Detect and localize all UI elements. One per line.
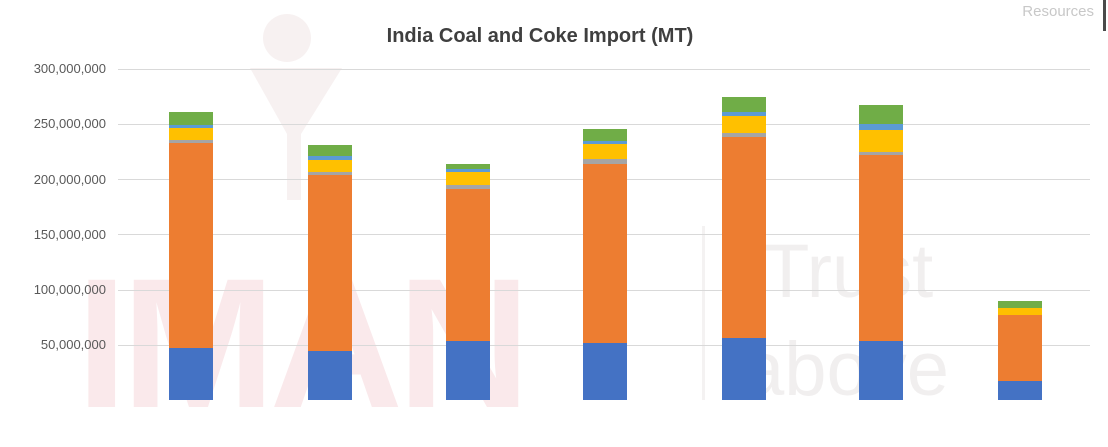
bar-segment-series-1-blue bbox=[859, 341, 903, 400]
bar-segment-series-1-blue bbox=[169, 347, 213, 400]
bar-segment-series-5-light-blue bbox=[722, 111, 766, 116]
bar-segment-series-2-orange bbox=[308, 175, 352, 351]
watermark-tagline-trust: Trust bbox=[763, 229, 934, 314]
bar-segment-series-4-yellow bbox=[169, 127, 213, 141]
stacked-bar-6 bbox=[859, 105, 903, 400]
bar-segment-series-2-orange bbox=[446, 188, 490, 342]
bar-segment-series-2-orange bbox=[169, 143, 213, 348]
bar-segment-series-3-gray bbox=[722, 133, 766, 138]
bar-segment-series-1-blue bbox=[446, 341, 490, 400]
bar-segment-series-3-gray bbox=[169, 140, 213, 144]
gridline bbox=[118, 68, 1090, 70]
bar-segment-series-6-green bbox=[722, 96, 766, 112]
chart-title: India Coal and Coke Import (MT) bbox=[386, 25, 694, 47]
y-axis-tick-label: 100,000,000 bbox=[33, 282, 106, 297]
y-axis-tick-label: 150,000,000 bbox=[33, 226, 106, 242]
bar-segment-series-4-yellow bbox=[722, 115, 766, 134]
bar-segment-series-6-green bbox=[446, 163, 490, 169]
stacked-bar-5 bbox=[722, 96, 766, 400]
bar-segment-series-3-gray bbox=[859, 151, 903, 155]
stacked-bar-1 bbox=[169, 111, 213, 400]
bar-segment-series-4-yellow bbox=[583, 144, 627, 160]
bar-segment-series-5-light-blue bbox=[583, 141, 627, 145]
bar-segment-series-4-yellow bbox=[446, 172, 490, 186]
iman-logo-watermark bbox=[250, 14, 342, 200]
resources-menu-item[interactable]: Resources bbox=[1022, 3, 1094, 20]
bar-segment-series-2-orange bbox=[998, 315, 1042, 382]
bar-segment-series-2-orange bbox=[859, 154, 903, 342]
watermark-tagline-above: above bbox=[742, 327, 950, 412]
plot-area: 300,000,000 250,000,000 200,000,000 150,000… bbox=[33, 61, 1090, 400]
y-axis-tick-label: 200,000,000 bbox=[33, 171, 106, 187]
y-axis-tick-label: 250,000,000 bbox=[33, 116, 106, 132]
bar-segment-series-3-gray bbox=[308, 172, 352, 176]
bar-segment-series-2-orange bbox=[722, 137, 766, 338]
bar-segment-series-6-green bbox=[583, 129, 627, 142]
bar-segment-series-5-light-blue bbox=[169, 124, 213, 128]
watermark-divider-line bbox=[702, 226, 705, 400]
bar-segment-series-6-green bbox=[998, 300, 1042, 308]
bar-segment-series-6-green bbox=[308, 145, 352, 157]
bar-segment-series-5-light-blue bbox=[859, 123, 903, 130]
menu-divider-line bbox=[1103, 0, 1106, 31]
bar-segment-series-3-gray bbox=[446, 185, 490, 189]
bar-segment-series-1-blue bbox=[308, 350, 352, 400]
y-axis-tick-label: 50,000,000 bbox=[40, 337, 106, 353]
stacked-bar-2 bbox=[308, 145, 352, 400]
bar-segment-series-4-yellow bbox=[859, 129, 903, 152]
bar-segment-series-4-yellow bbox=[308, 160, 352, 173]
bar-segment-series-5-light-blue bbox=[308, 156, 352, 161]
bar-segment-series-1-blue bbox=[583, 342, 627, 400]
stacked-bar-4 bbox=[583, 129, 627, 400]
stacked-bar-7 bbox=[998, 300, 1042, 400]
bar-segment-series-5-light-blue bbox=[446, 168, 490, 173]
bar-segment-series-3-gray bbox=[583, 159, 627, 165]
gridline bbox=[118, 123, 1090, 125]
bar-segment-series-6-green bbox=[169, 111, 213, 125]
bar-segment-series-2-orange bbox=[583, 164, 627, 343]
bar-segment-series-4-yellow bbox=[998, 307, 1042, 316]
bar-segment-series-1-blue bbox=[722, 337, 766, 400]
stacked-bar-3 bbox=[446, 163, 490, 400]
bar-segment-series-1-blue bbox=[998, 381, 1042, 400]
bar-segment-series-6-green bbox=[859, 105, 903, 124]
y-axis-tick-label: 300,000,000 bbox=[33, 61, 106, 76]
